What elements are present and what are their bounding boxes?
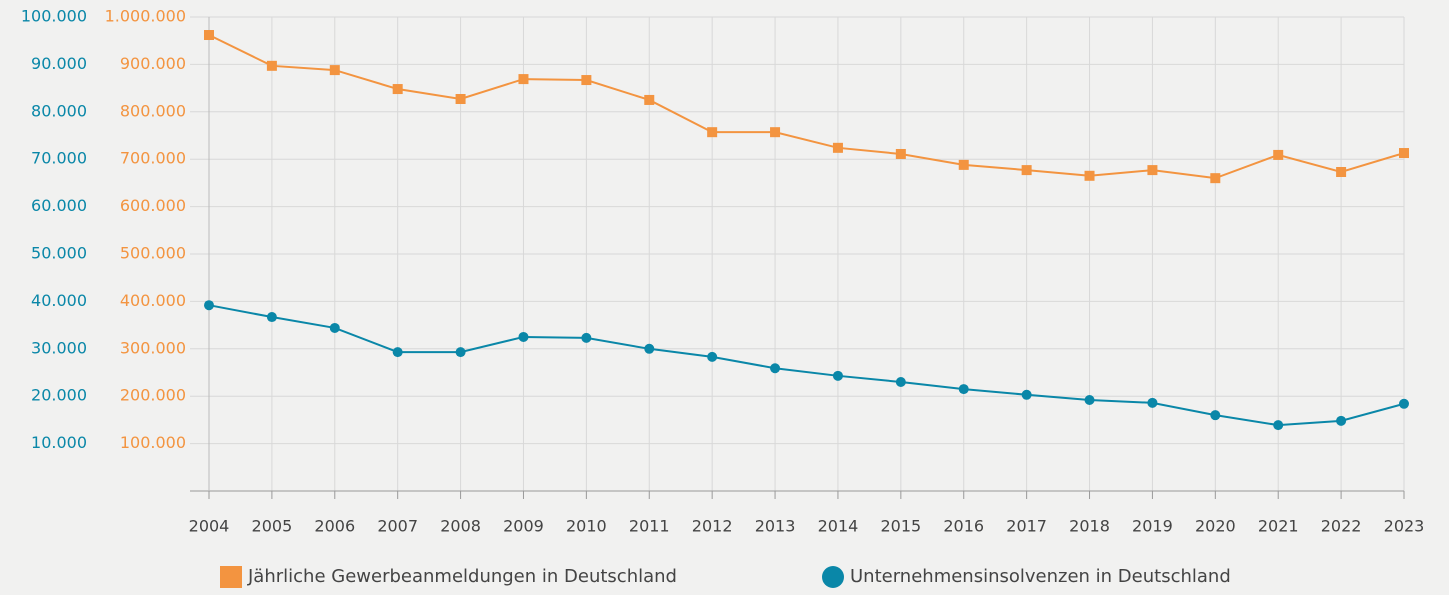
x-tick-label: 2006 bbox=[314, 517, 355, 536]
y2-tick-label: 70.000 bbox=[31, 149, 87, 168]
y-tick-label: 300.000 bbox=[120, 338, 186, 357]
series-line bbox=[208, 34, 1405, 180]
x-tick-label: 2011 bbox=[629, 517, 670, 536]
marker bbox=[770, 127, 781, 138]
y2-tick-label: 10.000 bbox=[31, 433, 87, 452]
series-line bbox=[208, 304, 1405, 427]
marker bbox=[1336, 166, 1347, 177]
y2-tick-label: 50.000 bbox=[31, 244, 87, 263]
x-tick-label: 2015 bbox=[880, 517, 921, 536]
legend-label: Unternehmensinsolvenzen in Deutschland bbox=[850, 566, 1231, 587]
y2-tick-label: 40.000 bbox=[31, 291, 87, 310]
marker bbox=[770, 363, 781, 374]
marker bbox=[707, 351, 718, 362]
y-tick-label: 600.000 bbox=[120, 196, 186, 215]
marker bbox=[581, 75, 592, 86]
x-tick-label: 2019 bbox=[1132, 517, 1173, 536]
x-tick-label: 2023 bbox=[1384, 517, 1425, 536]
marker bbox=[895, 148, 906, 159]
y2-tick-label: 80.000 bbox=[31, 101, 87, 120]
marker bbox=[266, 60, 277, 71]
x-tick-label: 2016 bbox=[943, 517, 984, 536]
marker bbox=[1273, 149, 1284, 160]
marker bbox=[1021, 389, 1032, 400]
marker bbox=[958, 384, 969, 395]
marker bbox=[329, 65, 340, 76]
marker bbox=[455, 347, 466, 358]
marker bbox=[1273, 420, 1284, 431]
marker bbox=[644, 343, 655, 354]
x-tick-label: 2022 bbox=[1321, 517, 1362, 536]
legend-swatch bbox=[220, 566, 242, 588]
marker bbox=[1147, 397, 1158, 408]
marker bbox=[832, 142, 843, 153]
marker bbox=[895, 376, 906, 387]
marker bbox=[204, 30, 214, 41]
y-tick-label: 200.000 bbox=[120, 386, 186, 405]
y2-tick-label: 30.000 bbox=[31, 338, 87, 357]
x-tick-label: 2018 bbox=[1069, 517, 1110, 536]
legend-swatch bbox=[822, 566, 844, 588]
marker bbox=[644, 94, 655, 105]
marker bbox=[1021, 165, 1032, 176]
y2-tick-label: 20.000 bbox=[31, 386, 87, 405]
x-tick-label: 2013 bbox=[755, 517, 796, 536]
x-tick-label: 2017 bbox=[1006, 517, 1047, 536]
y-tick-label: 700.000 bbox=[120, 149, 186, 168]
marker bbox=[581, 332, 592, 343]
y-tick-label: 400.000 bbox=[120, 291, 186, 310]
x-tick-label: 2007 bbox=[377, 517, 418, 536]
x-tick-label: 2008 bbox=[440, 517, 481, 536]
marker bbox=[1399, 398, 1409, 409]
marker bbox=[204, 300, 214, 311]
marker bbox=[1147, 165, 1158, 176]
x-tick-label: 2009 bbox=[503, 517, 544, 536]
marker bbox=[392, 84, 403, 95]
marker bbox=[1399, 148, 1409, 159]
x-tick-label: 2004 bbox=[189, 517, 230, 536]
marker bbox=[1336, 415, 1347, 426]
marker bbox=[1084, 170, 1095, 181]
marker bbox=[1084, 394, 1095, 405]
marker bbox=[455, 94, 466, 105]
y-tick-label: 800.000 bbox=[120, 101, 186, 120]
marker bbox=[392, 347, 403, 358]
x-tick-label: 2012 bbox=[692, 517, 733, 536]
marker bbox=[958, 159, 969, 170]
y-tick-label: 100.000 bbox=[120, 433, 186, 452]
marker bbox=[329, 322, 340, 333]
marker bbox=[266, 312, 277, 323]
marker bbox=[1210, 173, 1221, 184]
marker bbox=[832, 370, 843, 381]
y2-tick-label: 60.000 bbox=[31, 196, 87, 215]
x-tick-label: 2014 bbox=[818, 517, 859, 536]
y2-tick-label: 90.000 bbox=[31, 54, 87, 73]
x-tick-label: 2010 bbox=[566, 517, 607, 536]
marker bbox=[1210, 410, 1221, 421]
marker bbox=[518, 74, 529, 85]
y2-tick-label: 100.000 bbox=[21, 7, 87, 26]
x-tick-label: 2021 bbox=[1258, 517, 1299, 536]
y-tick-label: 900.000 bbox=[120, 54, 186, 73]
marker bbox=[518, 331, 529, 342]
marker bbox=[707, 127, 718, 138]
x-tick-label: 2020 bbox=[1195, 517, 1236, 536]
legend-label: Jährliche Gewerbeanmeldungen in Deutschl… bbox=[247, 566, 677, 587]
x-tick-label: 2005 bbox=[252, 517, 293, 536]
y-tick-label: 1.000.000 bbox=[105, 7, 186, 26]
y-tick-label: 500.000 bbox=[120, 244, 186, 263]
